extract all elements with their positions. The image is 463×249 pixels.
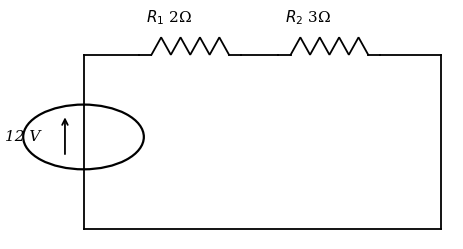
Text: $R_2$ 3Ω: $R_2$ 3Ω	[285, 8, 331, 27]
Text: $R_1$ 2Ω: $R_1$ 2Ω	[146, 8, 192, 27]
Text: 12 V: 12 V	[5, 130, 40, 144]
